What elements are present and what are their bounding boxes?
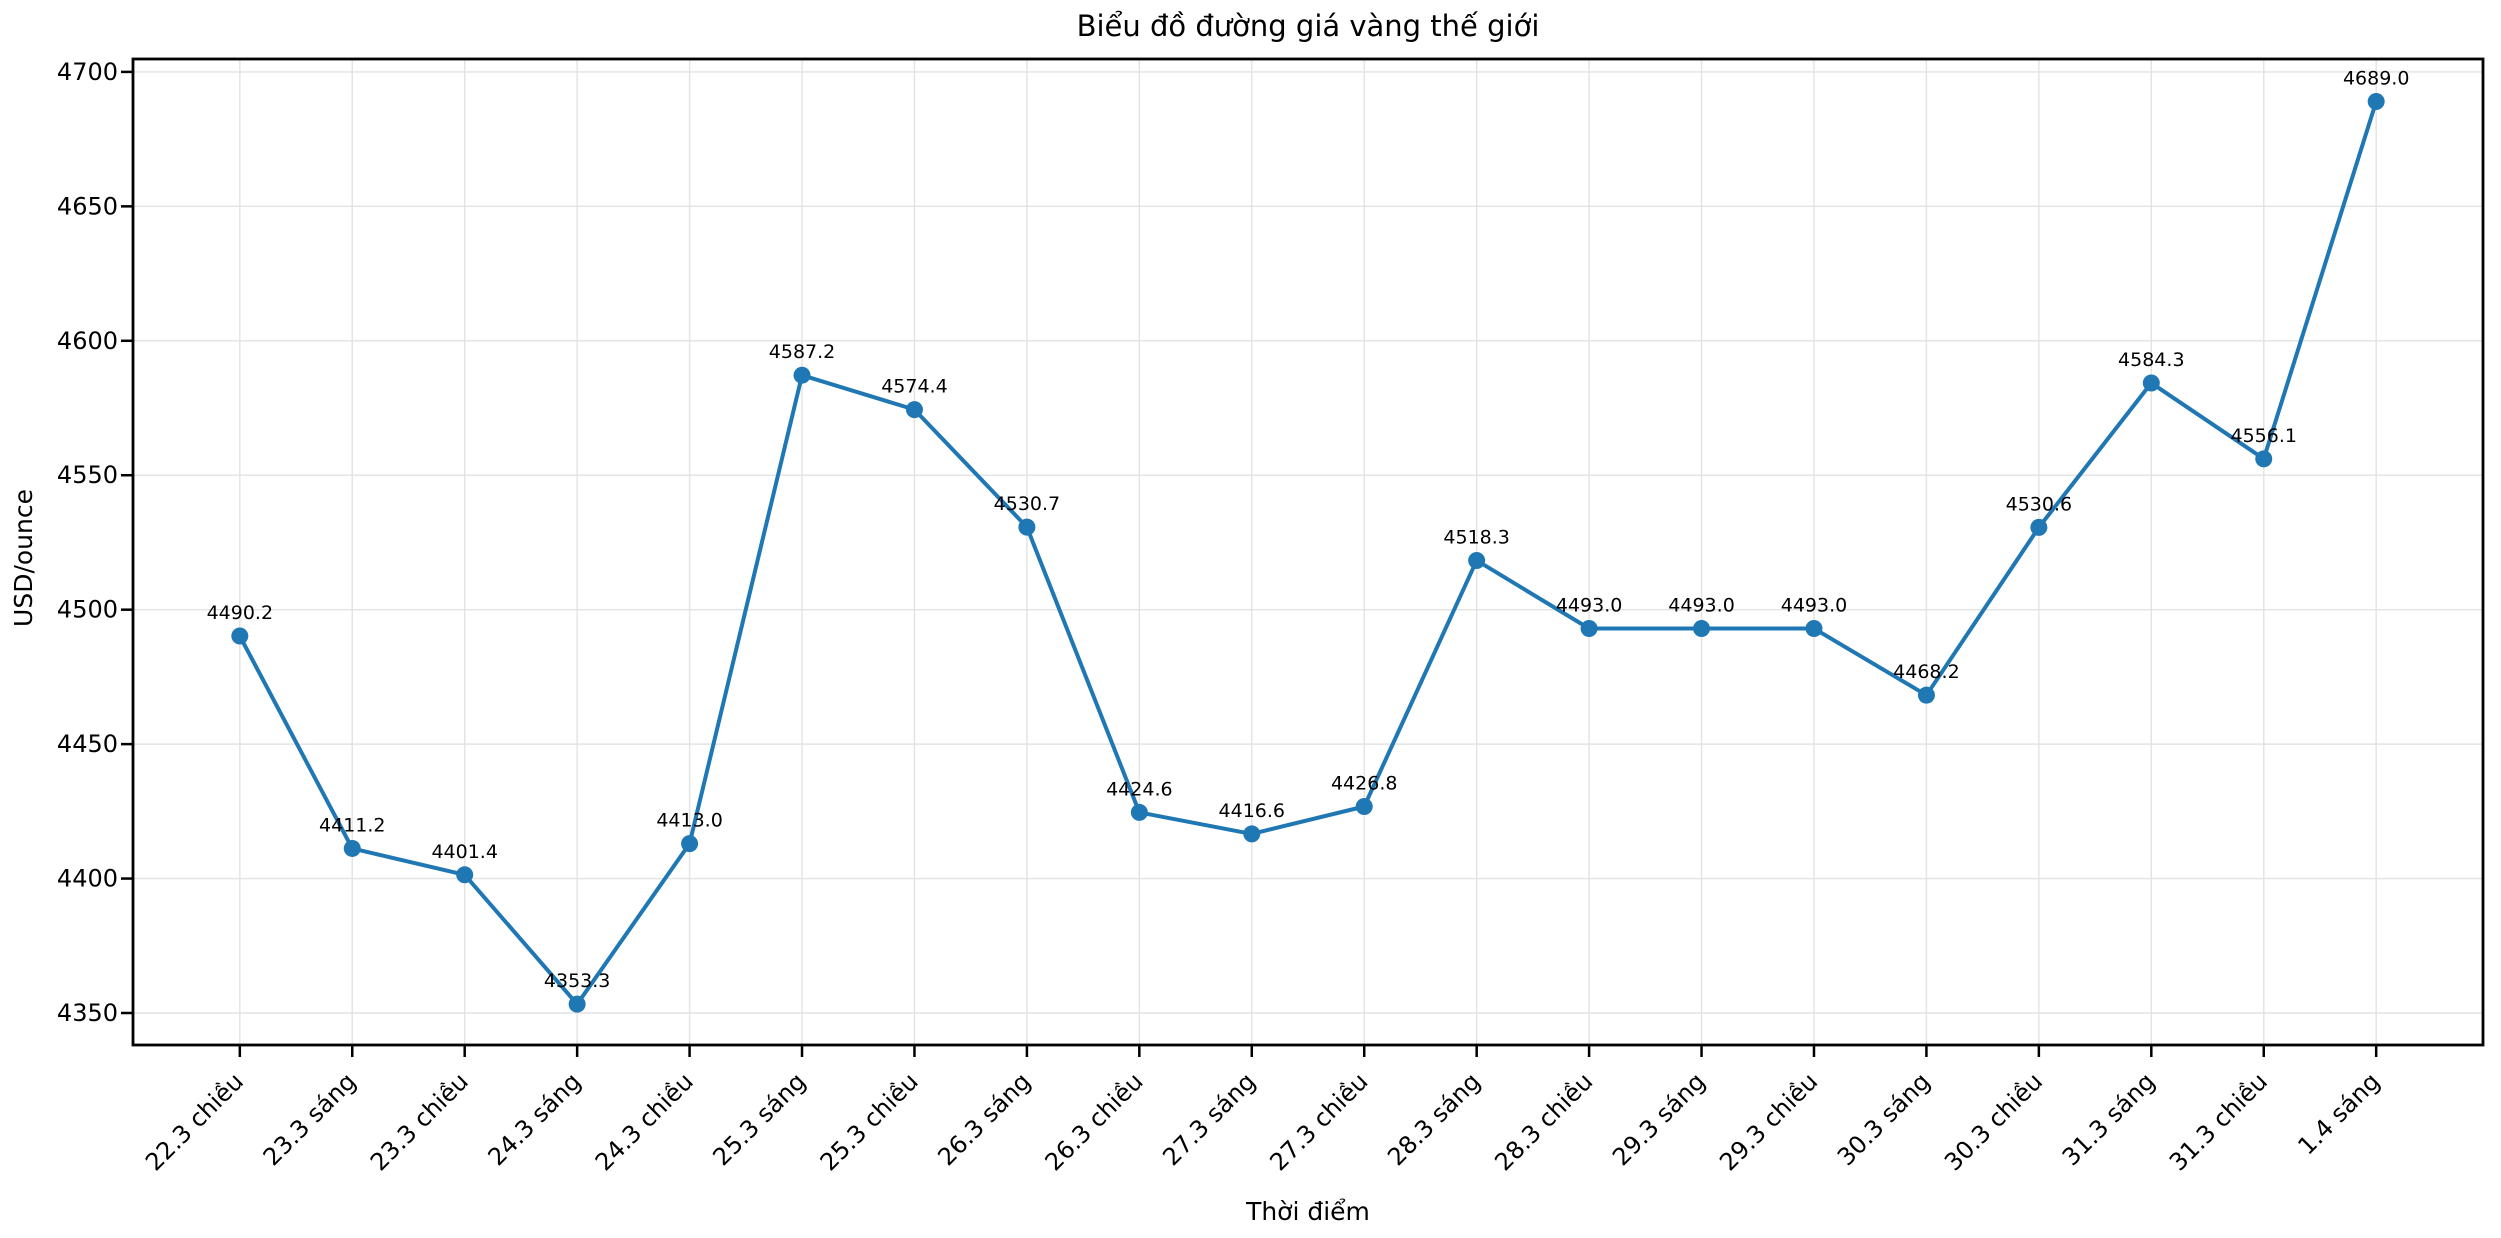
y-tick-label: 4350 bbox=[57, 999, 118, 1027]
x-tick-label: 29.3 sáng bbox=[1607, 1067, 1711, 1171]
data-point-label: 4518.3 bbox=[1443, 526, 1509, 548]
x-tick-label: 28.3 chiều bbox=[1489, 1067, 1598, 1176]
x-tick-label: 26.3 sáng bbox=[932, 1067, 1036, 1171]
series-layer bbox=[231, 92, 2385, 1013]
data-point bbox=[1805, 619, 1823, 637]
data-point-label: 4411.2 bbox=[319, 814, 385, 836]
data-point bbox=[1355, 797, 1373, 815]
y-tick-label: 4400 bbox=[57, 865, 118, 893]
y-tick-label: 4600 bbox=[57, 327, 118, 355]
data-point bbox=[1468, 551, 1486, 569]
axes-layer: 4350 4400 4450 4500 4550 4600 4650 4700 22.3 chi… bbox=[57, 57, 2485, 1176]
data-point bbox=[2367, 92, 2385, 110]
x-tick-label: 23.3 sáng bbox=[258, 1067, 362, 1171]
data-point-label: 4493.0 bbox=[1556, 594, 1622, 616]
data-point-label: 4530.7 bbox=[994, 493, 1060, 515]
data-point-label: 4490.2 bbox=[207, 602, 273, 624]
data-point bbox=[1580, 619, 1598, 637]
data-point bbox=[793, 366, 811, 384]
data-point bbox=[2142, 374, 2160, 392]
data-point-label: 4574.4 bbox=[881, 376, 947, 398]
data-point-label: 4556.1 bbox=[2230, 425, 2296, 447]
data-point bbox=[343, 839, 361, 857]
data-point-label: 4587.2 bbox=[769, 341, 835, 363]
x-tick-label: 24.3 sáng bbox=[483, 1067, 587, 1171]
data-point-label: 4468.2 bbox=[1893, 661, 1959, 683]
data-point bbox=[1243, 825, 1261, 843]
annotation-layer: 4490.2 4411.2 4401.4 4353.3 4413.0 4587.2 4574… bbox=[207, 67, 2410, 992]
x-tick-label: 22.3 chiều bbox=[140, 1067, 249, 1176]
x-tick-label: 24.3 chiều bbox=[590, 1067, 699, 1176]
x-tick-label: 23.3 chiều bbox=[365, 1067, 474, 1176]
data-point bbox=[1130, 803, 1148, 821]
data-point bbox=[2030, 518, 2048, 536]
x-tick-label: 27.3 chiều bbox=[1264, 1067, 1373, 1176]
x-tick-label: 28.3 sáng bbox=[1382, 1067, 1486, 1171]
data-point-label: 4424.6 bbox=[1106, 778, 1172, 800]
x-axis-title: Thời điểm bbox=[1245, 1197, 1370, 1226]
data-point bbox=[905, 401, 923, 419]
data-point-label: 4413.0 bbox=[656, 810, 722, 832]
x-tick-label: 25.3 chiều bbox=[815, 1067, 924, 1176]
data-point-label: 4426.8 bbox=[1331, 772, 1397, 794]
data-point-label: 4584.3 bbox=[2118, 349, 2184, 371]
data-point bbox=[2255, 450, 2273, 468]
data-point-label: 4416.6 bbox=[1219, 800, 1285, 822]
series-line bbox=[237, 99, 2379, 1007]
plot-area bbox=[131, 57, 2485, 1047]
data-point bbox=[568, 995, 586, 1013]
x-tick-label: 30.3 sáng bbox=[1832, 1067, 1936, 1171]
data-point bbox=[681, 835, 699, 853]
data-point bbox=[1917, 686, 1935, 704]
x-tick-label: 31.3 chiều bbox=[2164, 1067, 2273, 1176]
data-point bbox=[1018, 518, 1036, 536]
chart-title: Biểu đồ đường giá vàng thế giới bbox=[1077, 9, 1540, 43]
y-axis-title: USD/ounce bbox=[9, 489, 38, 627]
x-tick-label: 25.3 sáng bbox=[708, 1067, 812, 1171]
x-tick-label: 27.3 sáng bbox=[1157, 1067, 1261, 1171]
x-tick-label: 1.4 sáng bbox=[2292, 1067, 2385, 1160]
data-point-label: 4401.4 bbox=[431, 841, 497, 863]
y-tick-label: 4450 bbox=[57, 730, 118, 758]
y-tick-label: 4550 bbox=[57, 461, 118, 489]
data-point bbox=[456, 866, 474, 884]
data-point-label: 4493.0 bbox=[1668, 594, 1734, 616]
x-tick-label: 29.3 chiều bbox=[1714, 1067, 1823, 1176]
y-tick-label: 4700 bbox=[57, 58, 118, 86]
data-point bbox=[1693, 619, 1711, 637]
y-tick-label: 4500 bbox=[57, 596, 118, 624]
y-tick-label: 4650 bbox=[57, 192, 118, 220]
data-point-label: 4353.3 bbox=[544, 970, 610, 992]
data-point-label: 4530.6 bbox=[2006, 493, 2072, 515]
data-point-label: 4493.0 bbox=[1781, 594, 1847, 616]
data-point-label: 4689.0 bbox=[2343, 67, 2409, 89]
x-tick-label: 30.3 chiều bbox=[1939, 1067, 2048, 1176]
x-tick-label: 26.3 chiều bbox=[1040, 1067, 1149, 1176]
data-point bbox=[231, 627, 249, 645]
grid-layer bbox=[133, 59, 2483, 1045]
x-tick-label: 31.3 sáng bbox=[2057, 1067, 2161, 1171]
